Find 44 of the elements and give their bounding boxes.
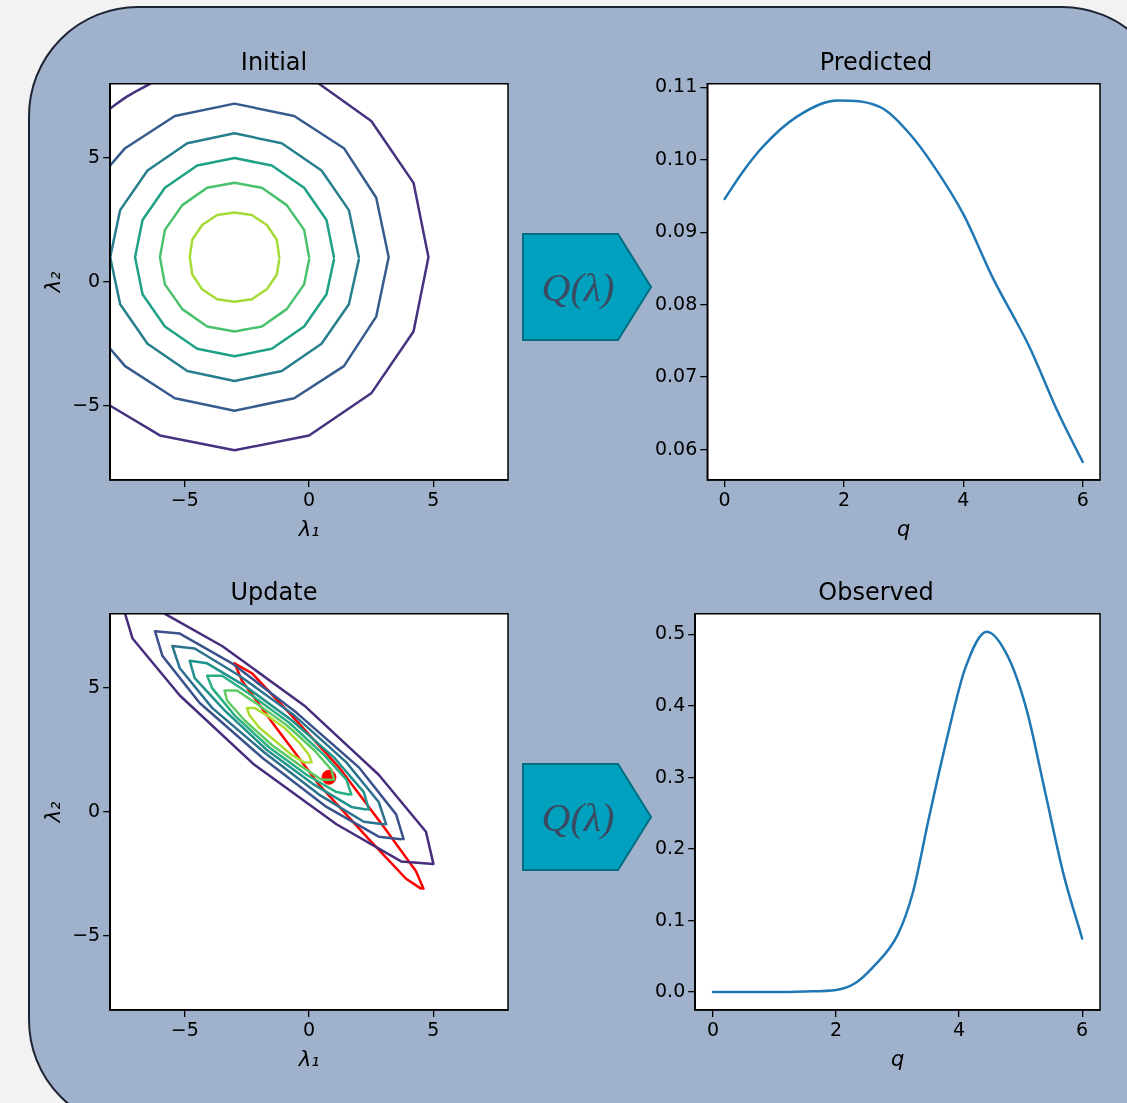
- chart-title: Observed: [818, 577, 934, 606]
- x-tick-label: 5: [427, 1018, 440, 1041]
- y-tick-label: −5: [72, 922, 101, 945]
- y-tick-label: 0.06: [654, 436, 698, 459]
- y-tick-label: 0.2: [655, 836, 686, 859]
- y-tick-label: −5: [72, 392, 101, 415]
- y-tick-label: 0.10: [654, 146, 698, 169]
- y-tick-label: 0: [88, 268, 101, 291]
- x-tick-label: 4: [957, 488, 970, 511]
- y-tick-label: 0.5: [655, 621, 686, 644]
- x-tick-label: −5: [170, 488, 199, 511]
- x-tick-label: −5: [170, 1018, 199, 1041]
- y-axis-title: λ₂: [41, 800, 66, 824]
- y-tick-label: 0.0: [655, 979, 686, 1002]
- line-series: [711, 630, 1084, 994]
- x-tick-label: 4: [953, 1018, 966, 1041]
- x-axis-title: λ₁: [297, 1046, 320, 1071]
- y-tick-label: 0.07: [654, 364, 698, 387]
- chart-title: Update: [230, 577, 318, 606]
- chart-title: Initial: [240, 47, 308, 76]
- line-series: [723, 99, 1084, 464]
- y-tick-label: 0.08: [654, 291, 698, 314]
- chart-title: Predicted: [819, 47, 933, 76]
- x-tick-label: 0: [303, 488, 316, 511]
- x-axis-title: q: [896, 516, 911, 541]
- y-tick-label: 0.11: [654, 74, 698, 97]
- x-tick-label: 2: [837, 488, 851, 511]
- x-tick-label: 2: [830, 1018, 843, 1041]
- x-tick-label: 6: [1076, 1018, 1089, 1041]
- x-axis-title: λ₁: [297, 516, 320, 541]
- y-tick-label: 5: [88, 145, 101, 168]
- y-tick-label: 0.09: [654, 219, 698, 242]
- y-tick-label: 0: [88, 798, 101, 821]
- x-tick-label: 0: [718, 488, 731, 511]
- y-tick-label: 5: [88, 675, 101, 698]
- x-tick-label: 0: [707, 1018, 720, 1041]
- x-tick-label: 5: [427, 488, 440, 511]
- y-axis-title: λ₂: [41, 270, 66, 294]
- x-tick-label: 0: [303, 1018, 316, 1041]
- y-tick-label: 0.3: [655, 764, 686, 787]
- y-tick-label: 0.4: [655, 692, 686, 715]
- x-tick-label: 6: [1076, 488, 1089, 511]
- y-tick-label: 0.1: [655, 907, 686, 930]
- x-axis-title: q: [890, 1046, 905, 1071]
